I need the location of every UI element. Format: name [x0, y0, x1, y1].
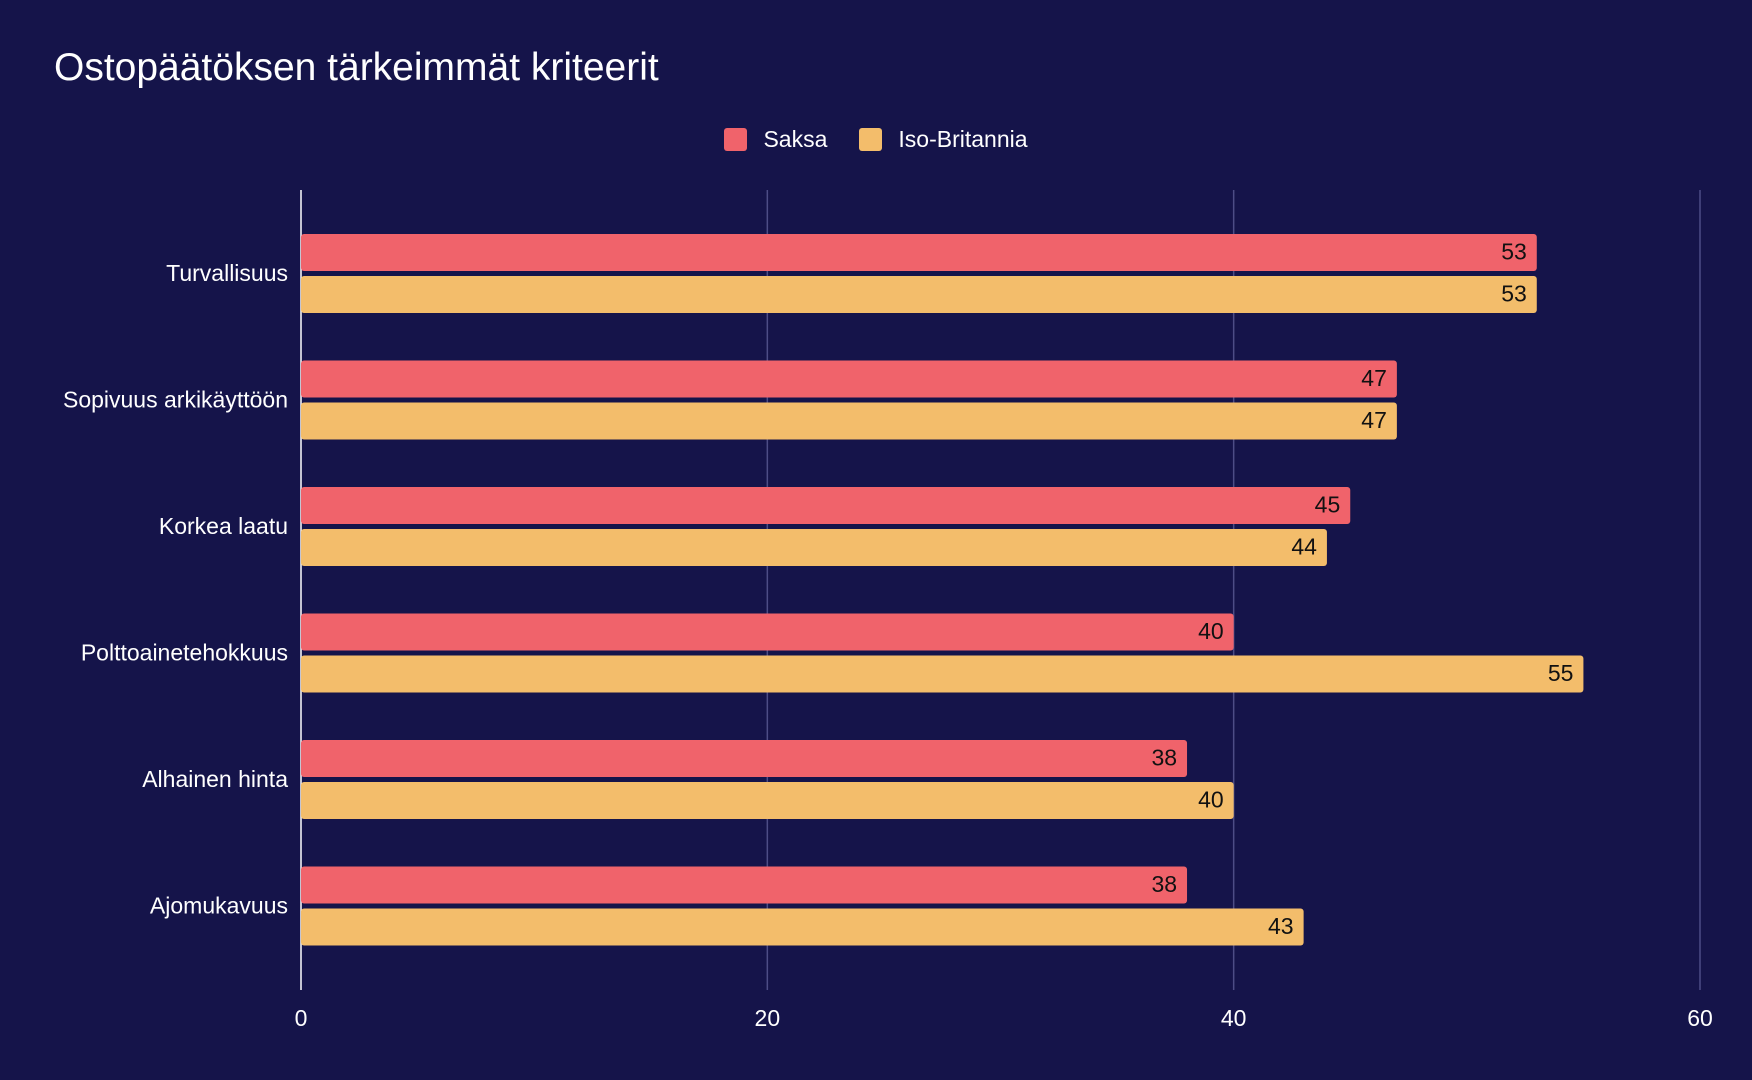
category-label-alhainen-hinta: Alhainen hinta [142, 766, 288, 792]
bar-label-saksa-korkea-laatu: 45 [1315, 492, 1341, 518]
category-label-korkea-laatu: Korkea laatu [159, 513, 288, 539]
legend-label-iso-britannia: Iso-Britannia [898, 126, 1028, 152]
bar-label-iso-britannia-turvallisuus: 53 [1501, 281, 1527, 307]
legend: Saksa Iso-Britannia [0, 126, 1752, 153]
x-tick-label-40: 40 [1221, 1005, 1247, 1031]
bar-label-saksa-polttoainetehokkuus: 40 [1198, 618, 1224, 644]
bar-label-saksa-turvallisuus: 53 [1501, 239, 1527, 265]
bar-saksa-korkea-laatu [301, 487, 1351, 524]
bar-iso-britannia-korkea-laatu [301, 529, 1327, 566]
legend-label-saksa: Saksa [763, 126, 828, 152]
bar-iso-britannia-turvallisuus [301, 276, 1537, 313]
bar-iso-britannia-polttoainetehokkuus [301, 655, 1584, 693]
bar-label-iso-britannia-sopivuus-arkikäyttöön: 47 [1361, 407, 1387, 433]
bar-label-saksa-ajomukavuus: 38 [1151, 871, 1177, 897]
x-tick-label-20: 20 [755, 1005, 781, 1031]
legend-item-saksa[interactable]: Saksa [724, 126, 827, 153]
bar-saksa-sopivuus-arkikäyttöön [301, 360, 1397, 398]
x-tick-label-0: 0 [295, 1005, 308, 1031]
category-label-turvallisuus: Turvallisuus [166, 260, 288, 286]
bar-saksa-polttoainetehokkuus [301, 613, 1234, 651]
bar-label-iso-britannia-korkea-laatu: 44 [1291, 534, 1317, 560]
bar-label-saksa-alhainen-hinta: 38 [1151, 745, 1177, 771]
category-label-ajomukavuus: Ajomukavuus [150, 893, 288, 919]
bar-saksa-ajomukavuus [301, 866, 1188, 904]
bar-saksa-turvallisuus [301, 234, 1537, 271]
x-tick-label-60: 60 [1687, 1005, 1713, 1031]
bar-iso-britannia-ajomukavuus [301, 908, 1304, 946]
bar-iso-britannia-sopivuus-arkikäyttöön [301, 402, 1397, 440]
legend-swatch-saksa [724, 128, 748, 151]
legend-swatch-iso-britannia [859, 128, 883, 151]
chart-title: Ostopäätöksen tärkeimmät kriteerit [54, 46, 659, 89]
bar-label-saksa-sopivuus-arkikäyttöön: 47 [1361, 365, 1387, 391]
bar-saksa-alhainen-hinta [301, 740, 1188, 777]
bar-label-iso-britannia-ajomukavuus: 43 [1268, 913, 1294, 939]
bar-iso-britannia-alhainen-hinta [301, 782, 1234, 819]
category-label-sopivuus-arkikäyttöön: Sopivuus arkikäyttöön [63, 387, 288, 413]
legend-item-iso-britannia[interactable]: Iso-Britannia [859, 126, 1028, 153]
bar-label-iso-britannia-polttoainetehokkuus: 55 [1548, 660, 1574, 686]
category-label-polttoainetehokkuus: Polttoainetehokkuus [81, 640, 288, 666]
bar-label-iso-britannia-alhainen-hinta: 40 [1198, 787, 1224, 813]
